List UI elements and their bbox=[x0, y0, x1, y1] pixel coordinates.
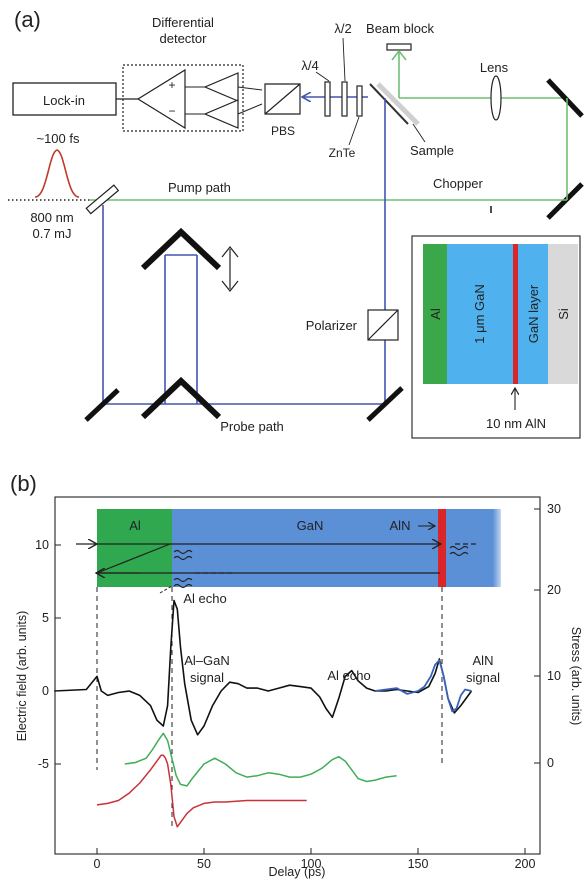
x-tick-label: 150 bbox=[408, 857, 429, 871]
inset-si-label: Si bbox=[556, 308, 571, 320]
panel-b-label: (b) bbox=[10, 471, 37, 496]
beam-splitter bbox=[85, 184, 120, 215]
y-tick-label: -5 bbox=[38, 757, 49, 771]
quarter-wave-label: λ/4 bbox=[301, 58, 318, 73]
beam-block-label: Beam block bbox=[366, 21, 434, 36]
bar-aln bbox=[438, 509, 446, 587]
pbs-label: PBS bbox=[271, 124, 295, 138]
bar-aln-label: AlN bbox=[390, 518, 411, 533]
inset-gan-thick-layer bbox=[447, 244, 513, 384]
lens-label: Lens bbox=[480, 60, 509, 75]
lens-icon bbox=[490, 75, 502, 121]
stress-red-curve bbox=[96, 754, 307, 828]
mirror-bottom-right bbox=[546, 182, 584, 220]
y2-tick-label: 10 bbox=[547, 669, 561, 683]
y-tick-label: 5 bbox=[42, 611, 49, 625]
half-wave-label: λ/2 bbox=[334, 21, 351, 36]
chopper-label: Chopper bbox=[433, 176, 484, 191]
y2-tick-label: 30 bbox=[547, 502, 561, 516]
sample-mirror bbox=[369, 83, 409, 125]
simulated-curve bbox=[375, 659, 472, 713]
inset-gan-thick-label: 1 μm GaN bbox=[472, 284, 487, 344]
measured-curve bbox=[54, 599, 473, 736]
probe-path-label: Probe path bbox=[220, 419, 284, 434]
detector-title-1: Differential bbox=[152, 15, 214, 30]
x-tick-label: 50 bbox=[197, 857, 211, 871]
bar-gan-label: GaN bbox=[297, 518, 324, 533]
x-tick-label: 200 bbox=[515, 857, 536, 871]
photodiode-1-icon bbox=[203, 72, 239, 102]
bar-gan bbox=[172, 509, 438, 587]
squiggle-1-icon bbox=[173, 549, 193, 555]
aln-signal-label-2: signal bbox=[466, 670, 500, 685]
panel-b: (b) Al GaN AlN Al echo bbox=[10, 471, 583, 879]
aln-signal-label-1: AlN bbox=[473, 653, 494, 668]
inset-aln-layer bbox=[513, 244, 518, 384]
squiggle-2-icon bbox=[173, 577, 193, 583]
half-waveplate bbox=[341, 81, 348, 117]
lockin-box bbox=[12, 82, 117, 116]
polarizer-label: Polarizer bbox=[306, 318, 358, 333]
mirror-bottom-left bbox=[84, 388, 120, 422]
inset-gan-layer bbox=[518, 244, 548, 384]
panel-a: (a) Lock-in Differential detector + − PB… bbox=[8, 7, 584, 439]
ray-diagonal bbox=[96, 543, 171, 574]
y-tick-label: 0 bbox=[42, 684, 49, 698]
photodiode-2-icon bbox=[203, 99, 239, 129]
detector-title-2: detector bbox=[160, 31, 208, 46]
inset-al-label: Al bbox=[428, 308, 443, 320]
retroreflector-bottom bbox=[140, 376, 222, 420]
al-echo-mid-label: Al echo bbox=[327, 668, 370, 683]
sample bbox=[376, 82, 420, 126]
amp-minus: − bbox=[168, 104, 175, 118]
panel-a-label: (a) bbox=[14, 7, 41, 32]
energy-label: 0.7 mJ bbox=[32, 226, 71, 241]
pulse-duration-label: ~100 fs bbox=[36, 131, 80, 146]
pulse-icon bbox=[34, 149, 80, 198]
beam-block bbox=[386, 43, 412, 51]
znte-label: ZnTe bbox=[329, 146, 356, 160]
al-echo-top-label: Al echo bbox=[183, 591, 226, 606]
squiggle-3-icon bbox=[449, 545, 469, 551]
bar-al-label: Al bbox=[129, 518, 141, 533]
diff-amp-icon bbox=[136, 68, 186, 130]
mirror-bottom-mid bbox=[366, 386, 404, 422]
x-tick-label: 0 bbox=[94, 857, 101, 871]
mirror-top-right bbox=[546, 78, 584, 118]
wavelength-label: 800 nm bbox=[30, 210, 73, 225]
inset-aln-label: 10 nm AlN bbox=[486, 416, 546, 431]
lockin-label: Lock-in bbox=[43, 93, 85, 108]
retroreflector-top bbox=[140, 227, 222, 271]
y2-tick-label: 0 bbox=[547, 756, 554, 770]
detector-box bbox=[122, 64, 244, 132]
pump-path-label: Pump path bbox=[168, 180, 231, 195]
x-axis-title: Delay (ps) bbox=[269, 865, 326, 879]
stress-green-curve bbox=[124, 732, 397, 787]
quarter-waveplate bbox=[324, 81, 331, 117]
inset-gan-layer-label: GaN layer bbox=[526, 284, 541, 343]
y2-tick-label: 20 bbox=[547, 583, 561, 597]
curves bbox=[54, 599, 473, 828]
x-tick-label: 100 bbox=[301, 857, 322, 871]
sample-inset: Al 1 μm GaN GaN layer Si 10 nm AlN bbox=[411, 235, 581, 439]
y2-axis-title: Stress (arb. units) bbox=[569, 627, 583, 726]
al-gan-label-2: signal bbox=[190, 670, 224, 685]
inset-si-layer bbox=[548, 244, 578, 384]
sample-label: Sample bbox=[410, 143, 454, 158]
y-axis-title: Electric field (arb. units) bbox=[15, 611, 29, 742]
amp-plus: + bbox=[168, 78, 175, 92]
znte-crystal bbox=[356, 85, 363, 117]
al-gan-label-1: Al–GaN bbox=[184, 653, 230, 668]
inset-al-layer bbox=[423, 244, 447, 384]
bar-gan-right bbox=[446, 509, 501, 587]
y-tick-label: 10 bbox=[35, 538, 49, 552]
